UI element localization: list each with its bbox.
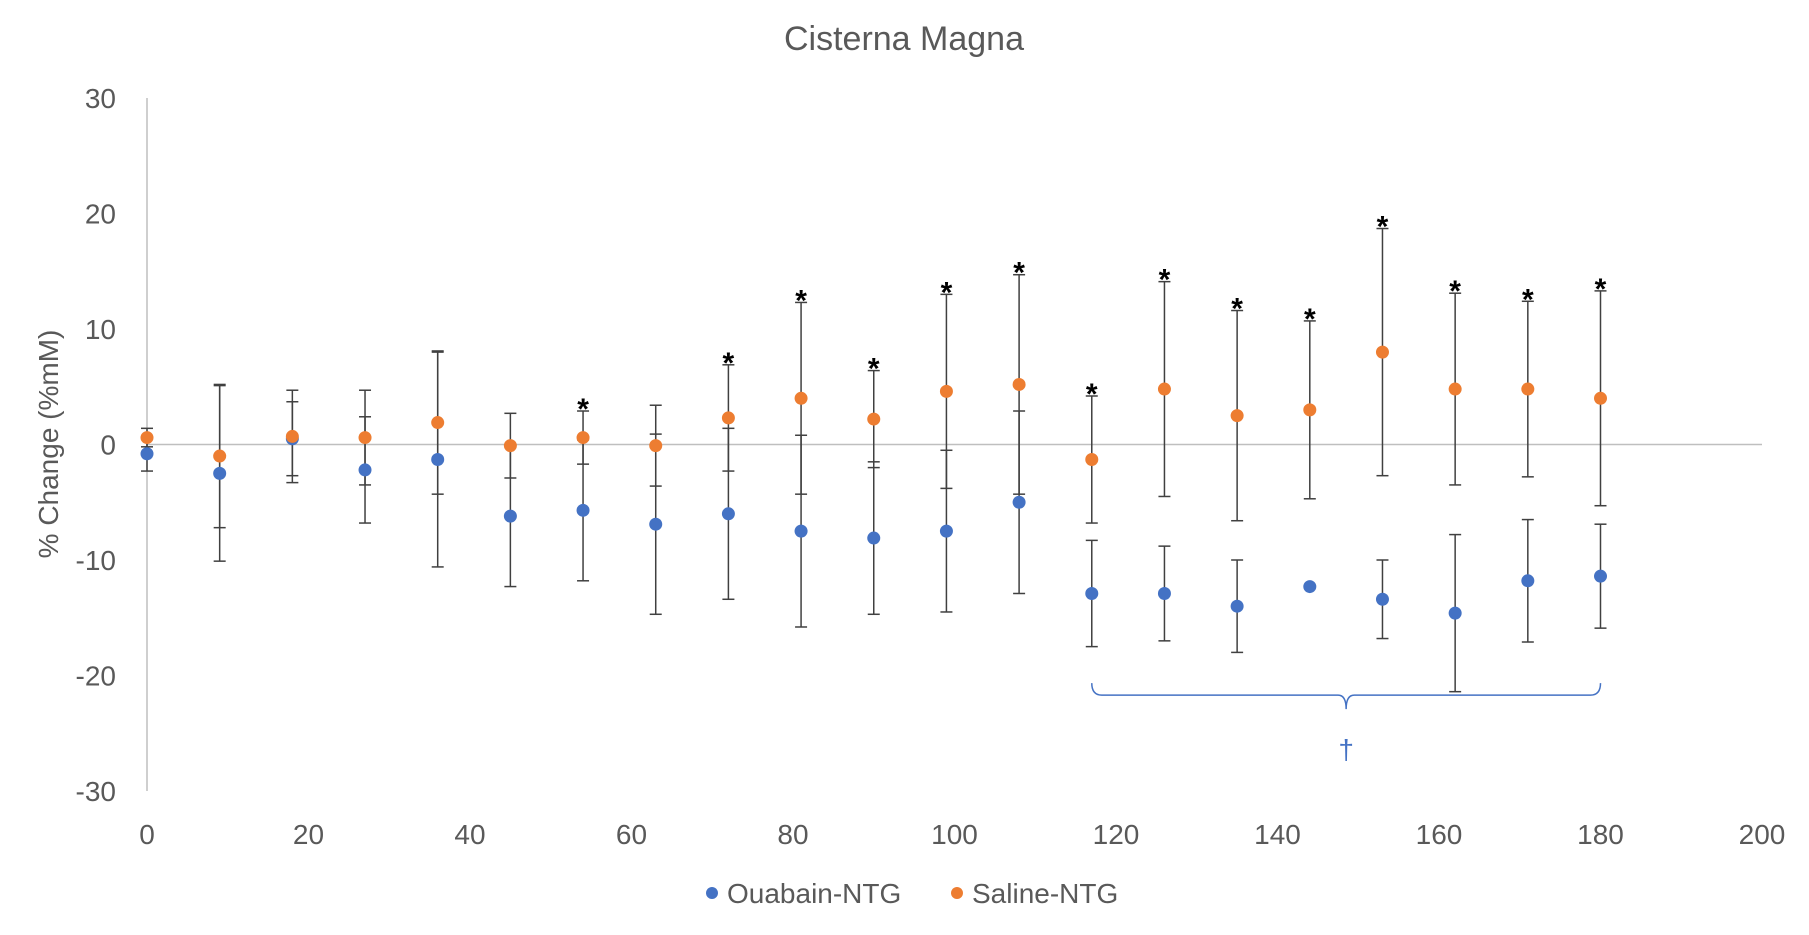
y-tick-label: -10 — [76, 545, 116, 576]
data-point-ouabain — [1375, 592, 1389, 606]
data-point-saline — [1085, 453, 1099, 467]
significance-asterisk: * — [1159, 264, 1171, 297]
data-point-saline — [649, 439, 663, 453]
data-point-saline — [794, 391, 808, 405]
x-tick-label: 120 — [1093, 819, 1140, 850]
data-point-ouabain — [1012, 495, 1026, 509]
y-tick-label: 20 — [85, 199, 116, 230]
chart-title: Cisterna Magna — [784, 20, 1024, 58]
y-tick-label: -30 — [76, 776, 116, 807]
data-point-ouabain — [1085, 586, 1099, 600]
data-point-ouabain — [358, 463, 372, 477]
significance-asterisk: * — [577, 393, 589, 426]
data-point-ouabain — [1521, 574, 1535, 588]
data-point-saline — [1012, 377, 1026, 391]
data-points — [140, 345, 1607, 620]
legend-label-ouabain: Ouabain-NTG — [727, 878, 901, 909]
significance-asterisk: * — [868, 353, 880, 386]
significance-asterisk: * — [1377, 211, 1389, 244]
y-tick-label: 0 — [100, 430, 116, 461]
data-point-ouabain — [140, 447, 154, 461]
significance-asterisk: * — [1449, 275, 1461, 308]
x-tick-label: 80 — [777, 819, 808, 850]
data-point-ouabain — [503, 509, 517, 523]
data-point-saline — [1521, 382, 1535, 396]
data-point-saline — [1303, 403, 1317, 417]
data-point-ouabain — [1303, 580, 1317, 594]
significance-asterisk: * — [1231, 293, 1243, 326]
significance-asterisk: * — [1522, 283, 1534, 316]
data-point-saline — [1230, 409, 1244, 423]
legend-marker-saline — [951, 887, 963, 899]
x-tick-label: 160 — [1416, 819, 1463, 850]
x-tick-label: 0 — [139, 819, 155, 850]
data-point-saline — [213, 449, 227, 463]
data-point-ouabain — [213, 466, 227, 480]
data-point-ouabain — [1230, 599, 1244, 613]
data-point-saline — [1375, 345, 1389, 359]
x-tick-label: 140 — [1254, 819, 1301, 850]
axes: -30 -20 -10 0 10 20 30 0 20 40 60 80 100 120 140 160 180… — [76, 83, 1786, 850]
data-point-ouabain — [649, 517, 663, 531]
significance-bracket — [1091, 683, 1602, 710]
y-axis-label: % Change (%mM) — [33, 330, 64, 559]
data-point-saline — [503, 439, 517, 453]
data-point-saline — [140, 431, 154, 445]
y-tick-label: -20 — [76, 661, 116, 692]
significance-asterisk: * — [1086, 378, 1098, 411]
data-point-saline — [431, 416, 445, 430]
data-point-ouabain — [576, 503, 590, 517]
x-tick-label: 200 — [1739, 819, 1786, 850]
x-tick-label: 100 — [931, 819, 978, 850]
x-tick-label: 60 — [616, 819, 647, 850]
data-point-saline — [939, 384, 953, 398]
error-bars — [141, 227, 1607, 693]
significance-asterisk: * — [1013, 257, 1025, 290]
data-point-saline — [358, 431, 372, 445]
significance-asterisk: * — [941, 276, 953, 309]
data-point-ouabain — [794, 524, 808, 538]
x-tick-label: 180 — [1577, 819, 1624, 850]
significance-asterisk: * — [723, 347, 735, 380]
data-point-ouabain — [867, 531, 881, 545]
data-point-saline — [576, 431, 590, 445]
annotations: * * * * * * * * * * * * * * † — [577, 211, 1606, 766]
data-point-ouabain — [1448, 606, 1462, 620]
data-point-saline — [1157, 382, 1171, 396]
x-tick-label: 40 — [454, 819, 485, 850]
data-point-saline — [867, 412, 881, 426]
data-point-ouabain — [721, 507, 735, 521]
legend-label-saline: Saline-NTG — [972, 878, 1118, 909]
data-point-saline — [1448, 382, 1462, 396]
dagger-marker: † — [1338, 734, 1354, 765]
data-point-saline — [721, 411, 735, 425]
data-point-saline — [1594, 391, 1607, 405]
x-tick-label: 20 — [293, 819, 324, 850]
significance-asterisk: * — [1595, 273, 1607, 306]
legend: Ouabain-NTG Saline-NTG — [706, 878, 1118, 909]
data-point-ouabain — [939, 524, 953, 538]
legend-marker-ouabain — [706, 887, 718, 899]
significance-asterisk: * — [1304, 303, 1316, 336]
data-point-ouabain — [431, 453, 445, 467]
data-point-ouabain — [1594, 569, 1607, 583]
y-tick-label: 30 — [85, 83, 116, 114]
y-tick-label: 10 — [85, 314, 116, 345]
significance-asterisk: * — [795, 284, 807, 317]
data-point-saline — [285, 429, 299, 443]
data-point-ouabain — [1157, 586, 1171, 600]
